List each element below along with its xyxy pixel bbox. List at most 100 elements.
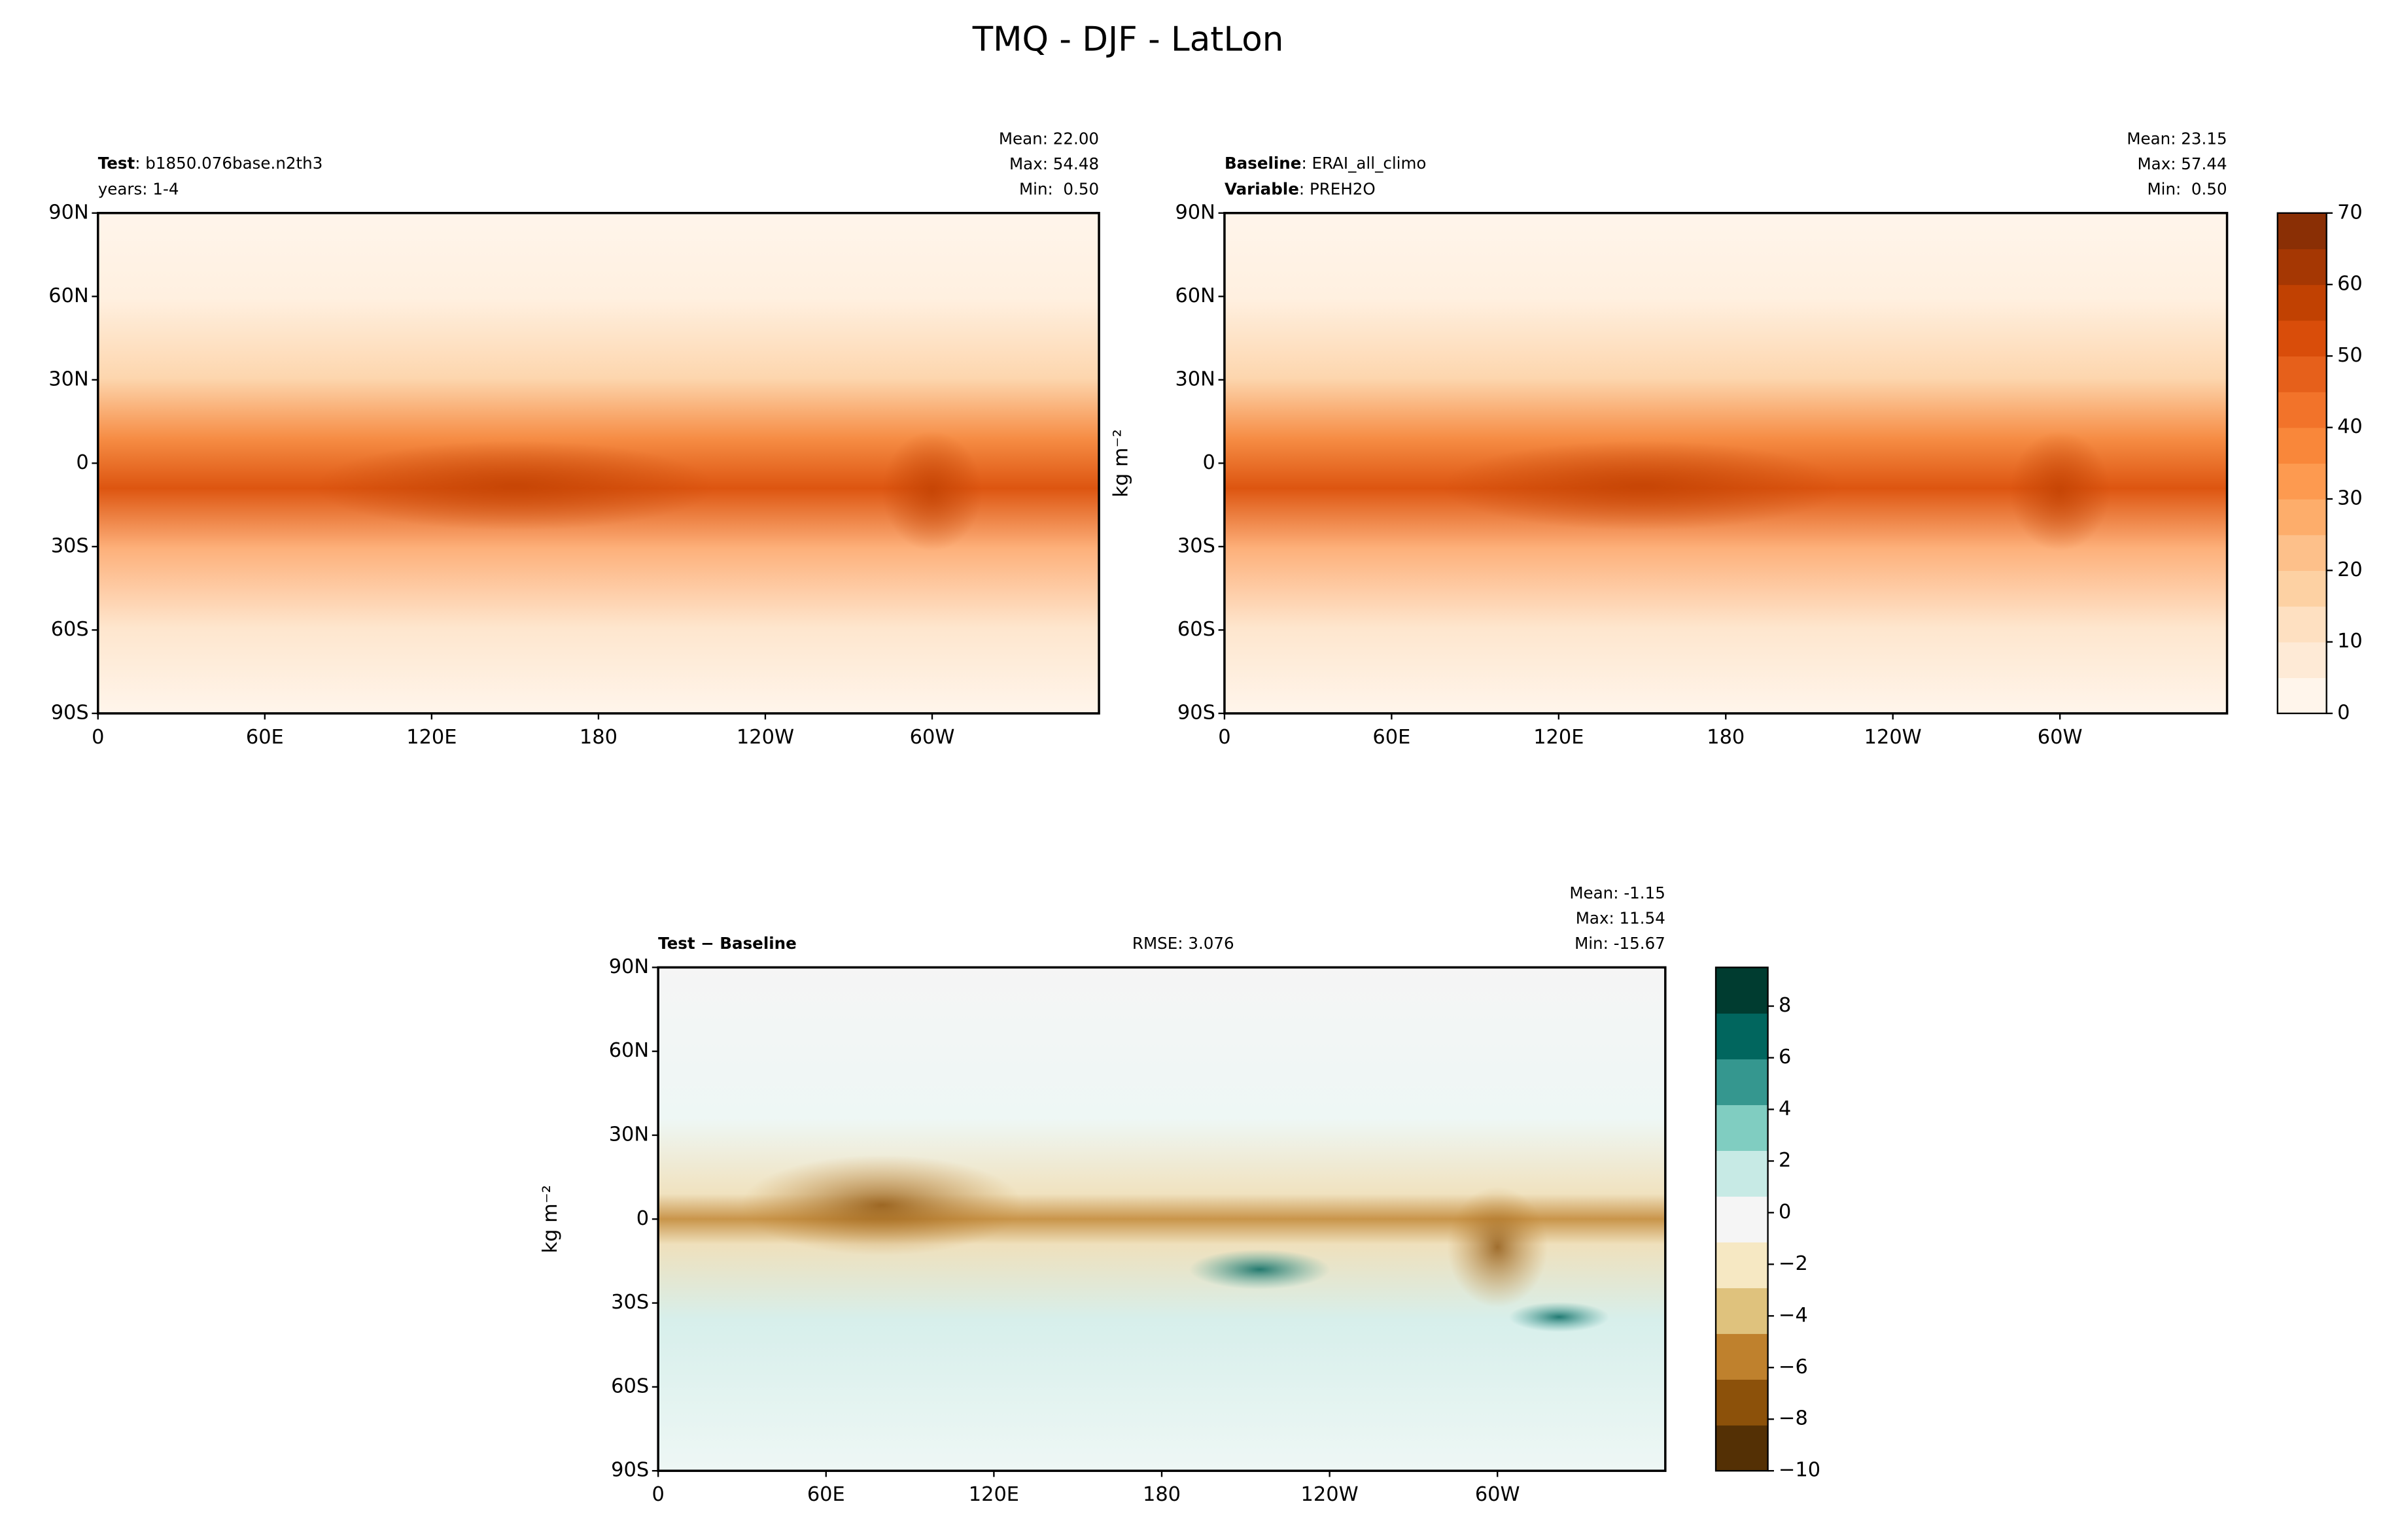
y-tick-label: 30N xyxy=(48,368,88,390)
colorbar-band xyxy=(1716,1425,1768,1471)
map xyxy=(1224,213,2227,713)
field-core xyxy=(1447,1186,1548,1308)
y-tick-label: 60S xyxy=(51,618,89,641)
colorbar-band xyxy=(2277,642,2327,678)
colorbar-band xyxy=(2277,534,2327,572)
y-tick-label: 90S xyxy=(51,701,89,724)
header-text: Variable xyxy=(1225,180,1299,199)
x-tick-label: 60W xyxy=(2038,726,2083,749)
colorbar-band xyxy=(2277,248,2327,285)
x-tick-label: 0 xyxy=(92,726,104,749)
y-tick-label: 30N xyxy=(609,1123,649,1146)
map xyxy=(97,213,1100,713)
colorbar-band xyxy=(2277,498,2327,536)
x-tick-label: 120E xyxy=(406,726,457,749)
colorbar-band xyxy=(2277,284,2327,321)
y-tick-label: 60N xyxy=(1175,284,1215,307)
field-core xyxy=(1508,1301,1610,1333)
y-tick-label: 90N xyxy=(609,955,649,978)
colorbar-band xyxy=(1716,1288,1768,1334)
colorbar-band xyxy=(1716,1379,1768,1426)
stat-text: Max: 11.54 xyxy=(1576,909,1665,928)
x-tick-label: 120W xyxy=(1301,1483,1359,1506)
colorbar-band xyxy=(1716,1196,1768,1242)
header-text: Baseline xyxy=(1225,154,1302,173)
header-text: Test xyxy=(98,154,135,173)
header-text: Test − Baseline xyxy=(658,934,797,953)
x-tick-label: 0 xyxy=(652,1483,664,1506)
x-tick-label: 120W xyxy=(1864,726,1922,749)
header-text: years: 1-4 xyxy=(98,180,179,199)
stat-text: Min: 0.50 xyxy=(2147,180,2227,199)
stat-text: Max: 57.44 xyxy=(2137,154,2227,173)
x-tick-label: 60W xyxy=(1475,1483,1520,1506)
y-tick-label: 60S xyxy=(611,1375,649,1397)
colorbar-band xyxy=(2277,570,2327,607)
center-text: RMSE: 3.076 xyxy=(1132,934,1234,953)
colorbar-tick-label: −6 xyxy=(1779,1356,1808,1378)
colorbar-band xyxy=(1716,1013,1768,1060)
y-axis-label: kg m⁻² xyxy=(1110,429,1133,497)
field-core xyxy=(2009,431,2110,551)
x-tick-label: 120E xyxy=(1533,726,1584,749)
stat-text: Mean: 22.00 xyxy=(999,129,1099,148)
header-line: Test: b1850.076base.n2th3 xyxy=(98,154,323,173)
header-line: Test − Baseline xyxy=(658,934,797,953)
x-tick-label: 180 xyxy=(580,726,617,749)
field-core xyxy=(1442,440,1843,531)
colorbar-band xyxy=(2277,392,2327,428)
x-tick-label: 180 xyxy=(1707,726,1745,749)
header-line: Variable: PREH2O xyxy=(1225,180,1376,199)
colorbar-tick-label: 0 xyxy=(1779,1201,1791,1223)
map xyxy=(658,967,1665,1471)
colorbar-band xyxy=(2277,213,2327,250)
stat-text: Max: 54.48 xyxy=(1009,154,1099,173)
colorbar-band xyxy=(2277,427,2327,464)
colorbar-band xyxy=(1716,1242,1768,1288)
x-tick-label: 180 xyxy=(1143,1483,1181,1506)
colorbar-tick-label: 20 xyxy=(2337,558,2363,581)
y-tick-label: 90N xyxy=(48,201,88,224)
colorbar-tick-label: 8 xyxy=(1779,994,1791,1017)
stat-text: Mean: -1.15 xyxy=(1569,883,1665,902)
colorbar-band xyxy=(1716,1059,1768,1106)
field-core xyxy=(315,440,716,531)
y-tick-label: 30S xyxy=(611,1291,649,1314)
y-tick-label: 0 xyxy=(76,451,88,474)
colorbar-tick-label: −8 xyxy=(1779,1407,1808,1430)
colorbar-frame xyxy=(1714,967,1769,1472)
colorbar-tick-label: 40 xyxy=(2337,415,2363,438)
stat-text: Mean: 23.15 xyxy=(2127,129,2227,148)
colorbar-tick-label: 10 xyxy=(2337,630,2363,653)
colorbar-tick-label: 4 xyxy=(1779,1097,1791,1120)
header-text: : ERAI_all_climo xyxy=(1301,154,1426,173)
colorbar-band xyxy=(2277,320,2327,357)
y-tick-label: 90S xyxy=(611,1459,649,1482)
header-line: years: 1-4 xyxy=(98,180,179,199)
colorbar-band xyxy=(2277,677,2327,714)
colorbar-tick-label: 2 xyxy=(1779,1149,1791,1172)
colorbar-band xyxy=(1716,1104,1768,1151)
colorbar-tick-label: −2 xyxy=(1779,1252,1808,1275)
x-tick-label: 120E xyxy=(969,1483,1019,1506)
y-tick-label: 60N xyxy=(609,1039,649,1062)
colorbar-frame xyxy=(2276,212,2327,715)
stat-text: Min: 0.50 xyxy=(1019,180,1099,199)
x-tick-label: 60W xyxy=(910,726,955,749)
colorbar-tick-label: −4 xyxy=(1779,1304,1808,1327)
colorbar-tick-label: 70 xyxy=(2337,201,2363,224)
y-tick-label: 30S xyxy=(51,534,89,557)
x-tick-label: 60E xyxy=(246,726,284,749)
colorbar-tick-label: −10 xyxy=(1779,1459,1820,1482)
x-tick-label: 120W xyxy=(737,726,794,749)
colorbar-band xyxy=(2277,356,2327,392)
x-tick-label: 0 xyxy=(1218,726,1230,749)
y-tick-label: 0 xyxy=(636,1207,649,1230)
field-core xyxy=(882,431,983,551)
colorbar-band xyxy=(2277,463,2327,500)
colorbar-tick-label: 0 xyxy=(2337,701,2350,724)
y-tick-label: 90S xyxy=(1177,701,1215,724)
colorbar-tick-label: 6 xyxy=(1779,1046,1791,1069)
colorbar-band xyxy=(1716,1150,1768,1197)
field-core xyxy=(740,1154,1023,1256)
